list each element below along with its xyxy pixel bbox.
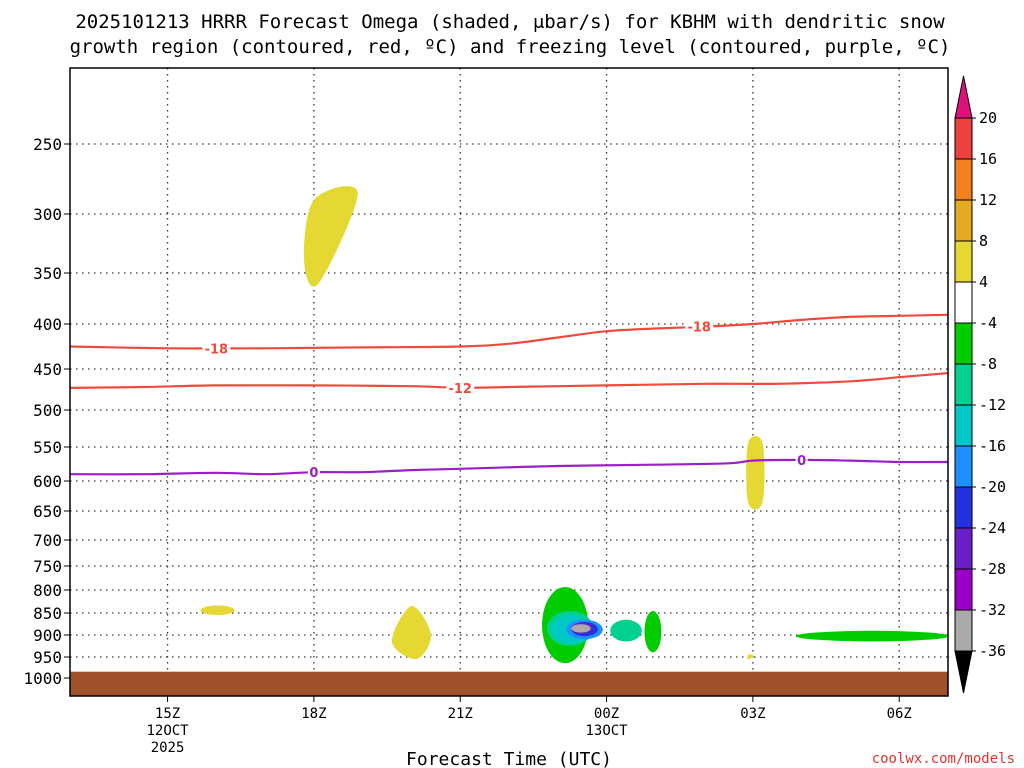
isotherm-label-2-0: 0 [309,466,318,481]
y-tick-label-350: 350 [33,264,62,283]
x-tick-label-5: 06Z [887,706,912,722]
chart-title-line2: growth region (contoured, red, ºC) and f… [70,36,951,58]
y-tick-label-950: 950 [33,648,62,667]
colorbar-band-3 [954,240,973,283]
x-tick-label-4: 03Z [740,706,765,722]
omega-region-sink-east-green [644,611,662,653]
colorbar-label-11: -28 [979,560,1006,578]
ground-surface [70,671,948,696]
colorbar-band-11 [954,568,973,611]
colorbar-band-2 [954,199,973,242]
y-axis-ticks: 250 300 350 400 450 500 550 600 650 700 750 800 850 9… [23,135,70,688]
surface-ground-band [70,671,948,696]
isotherm-contours: -18 -18 -12 0 0 [70,313,948,481]
colorbar-band-12 [954,609,973,652]
colorbar-label-5: -4 [979,314,997,332]
colorbar-label-2: 12 [979,191,997,209]
colorbar-band-5 [954,322,973,365]
isotherm-label-2-1: 0 [797,454,806,469]
colorbar-band-7 [954,404,973,447]
isotherm-label-bg-0-1 [685,318,714,335]
omega-region-lift-16z-830 [200,605,235,615]
chart-title-line1: 2025101213 HRRR Forecast Omega (shaded, … [75,11,945,33]
x-tick-label-2: 21Z [448,706,473,722]
omega-region-lift-03z-600 [746,435,765,510]
x-tick-label-3: 00Z [594,706,619,722]
y-tick-label-450: 450 [33,360,62,379]
omega-region-upper-lift-18z [303,186,358,287]
y-tick-label-750: 750 [33,557,62,576]
colorbar-label-7: -12 [979,396,1006,414]
isotherm-line-1 [70,372,948,390]
omega-region-sink-east-cyan [610,619,642,642]
y-tick-label-850: 850 [33,604,62,623]
colorbar-label-4: 4 [979,273,988,291]
y-tick-label-600: 600 [33,472,62,491]
colorbar-band-10 [954,527,973,570]
y-tick-label-500: 500 [33,401,62,420]
colorbar-label-12: -32 [979,601,1006,619]
isotherm-line-2 [70,458,948,476]
colorbar-band-9 [954,486,973,529]
y-tick-label-800: 800 [33,581,62,600]
isotherm-label-1-0: -12 [448,382,472,397]
isotherm-label-0-1: -18 [687,321,711,336]
x-tick-label-0: 15Z [155,706,180,722]
colorbar-band-8 [954,445,973,488]
colorbar-label-3: 8 [979,232,988,250]
omega-region-sink-core-gray [571,624,591,633]
omega-region-lift-20z-900 [391,606,432,660]
y-tick-label-550: 550 [33,438,62,457]
x-tick-label-1: 18Z [301,706,326,722]
colorbar-label-0: 20 [979,109,997,127]
colorbar-label-9: -20 [979,478,1006,496]
x-axis-title: Forecast Time (UTC) [406,749,612,768]
colorbar-band-6 [954,363,973,406]
colorbar-overflow-high [954,75,973,119]
omega-shading [200,186,948,664]
y-tick-label-700: 700 [33,531,62,550]
y-tick-label-300: 300 [33,205,62,224]
y-tick-label-400: 400 [33,315,62,334]
colorbar-label-6: -8 [979,355,997,373]
isotherm-label-bg-1-0 [446,379,475,396]
isotherm-label-0-0: -18 [205,342,229,357]
y-tick-label-900: 900 [33,626,62,645]
y-tick-label-650: 650 [33,502,62,521]
isotherm-label-bg-2-0 [307,464,320,481]
colorbar-label-8: -16 [979,437,1006,455]
x-tick-year-0: 2025 [151,740,185,756]
colorbar: 20 16 12 8 4 -4 -8 -12 -16 -20 -24 -28 -32 -36 [954,75,1006,694]
omega-region-sink-06z-green [795,630,948,642]
x-tick-date-0: 12OCT [146,723,189,739]
colorbar-overflow-low [954,650,973,694]
colorbar-band-1 [954,158,973,201]
x-tick-date-3: 13OCT [585,723,628,739]
colorbar-band-4 [954,281,973,324]
colorbar-label-10: -24 [979,519,1006,537]
isotherm-line-0 [70,313,948,350]
credit-link[interactable]: coolwx.com/models [872,751,1015,767]
colorbar-band-0 [954,117,973,160]
isotherm-label-bg-2-1 [795,451,808,468]
colorbar-label-1: 16 [979,150,997,168]
y-tick-label-1000: 1000 [23,669,62,688]
plot-frame [69,67,949,697]
y-tick-label-250: 250 [33,135,62,154]
isotherm-label-bg-0-0 [202,340,231,357]
colorbar-label-13: -36 [979,642,1006,660]
omega-region-lift-03z-950 [747,654,754,660]
